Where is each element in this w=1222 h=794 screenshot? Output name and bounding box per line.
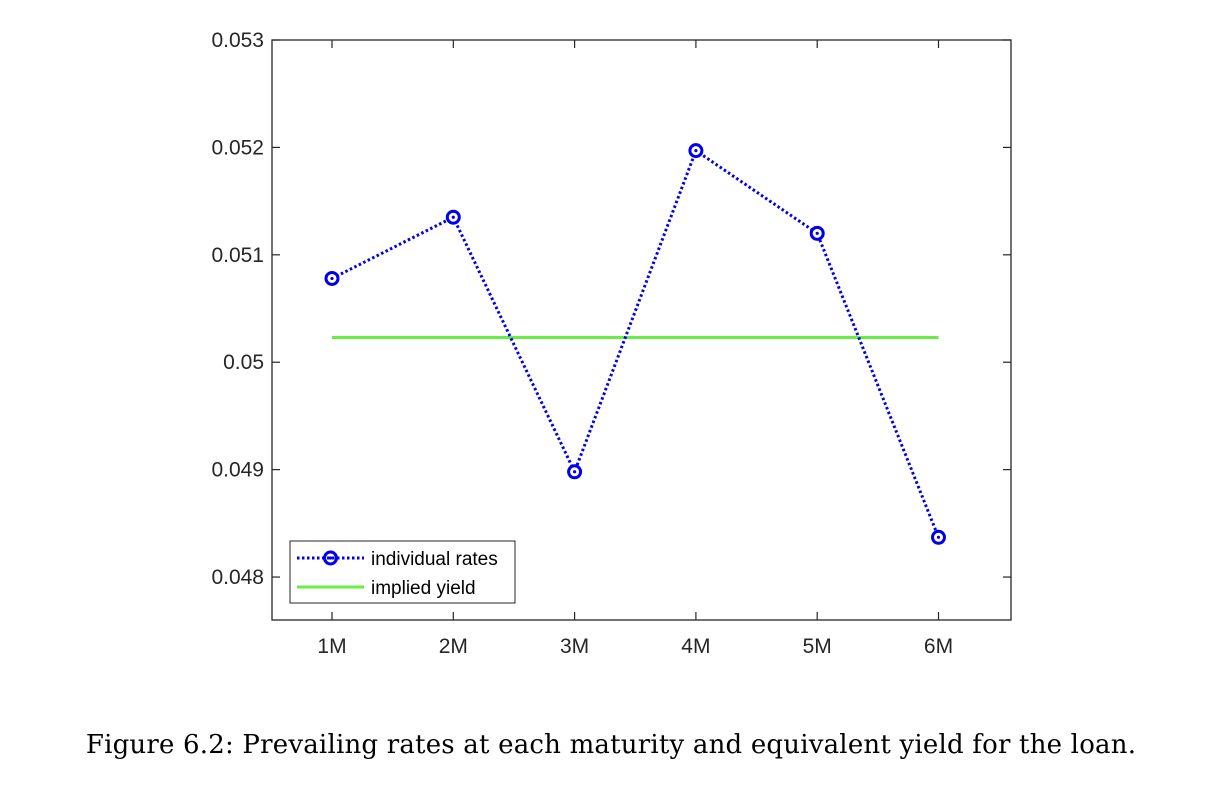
figure-caption: Figure 6.2: Prevailing rates at each mat… [85, 730, 1137, 760]
x-tick-label: 5M [803, 635, 832, 658]
y-tick-label: 0.048 [211, 566, 264, 589]
x-tick-label: 6M [924, 635, 953, 658]
data-point-center [330, 276, 334, 281]
y-tick-label: 0.05 [223, 351, 264, 374]
x-axis: 1M 2M 3M 4M 5M 6M [317, 40, 953, 658]
x-tick-label: 2M [439, 635, 468, 658]
y-tick-label: 0.049 [211, 459, 264, 482]
legend: individual rates implied yield [289, 540, 516, 604]
y-tick-label: 0.053 [211, 29, 264, 52]
y-tick-label: 0.051 [211, 244, 264, 267]
x-tick-label: 1M [317, 635, 346, 658]
plot-area [271, 39, 1012, 621]
legend-label-implied-yield: implied yield [371, 578, 476, 599]
data-point-center [694, 149, 698, 153]
legend-marker-dot-individual-rates [328, 556, 333, 560]
x-tick-label: 3M [560, 635, 589, 658]
legend-label-individual-rates: individual rates [371, 549, 498, 570]
legend-marker-individual-rates [323, 550, 338, 566]
data-point-center [573, 470, 577, 474]
series-layer [324, 143, 946, 545]
x-tick-label: 4M [681, 635, 710, 658]
data-point-center [815, 231, 819, 235]
data-point-center [451, 215, 455, 219]
data-point-center [936, 535, 941, 539]
y-tick-label: 0.052 [211, 136, 264, 159]
y-axis: 0.048 0.049 0.05 0.051 0.052 0.053 [211, 29, 1011, 589]
